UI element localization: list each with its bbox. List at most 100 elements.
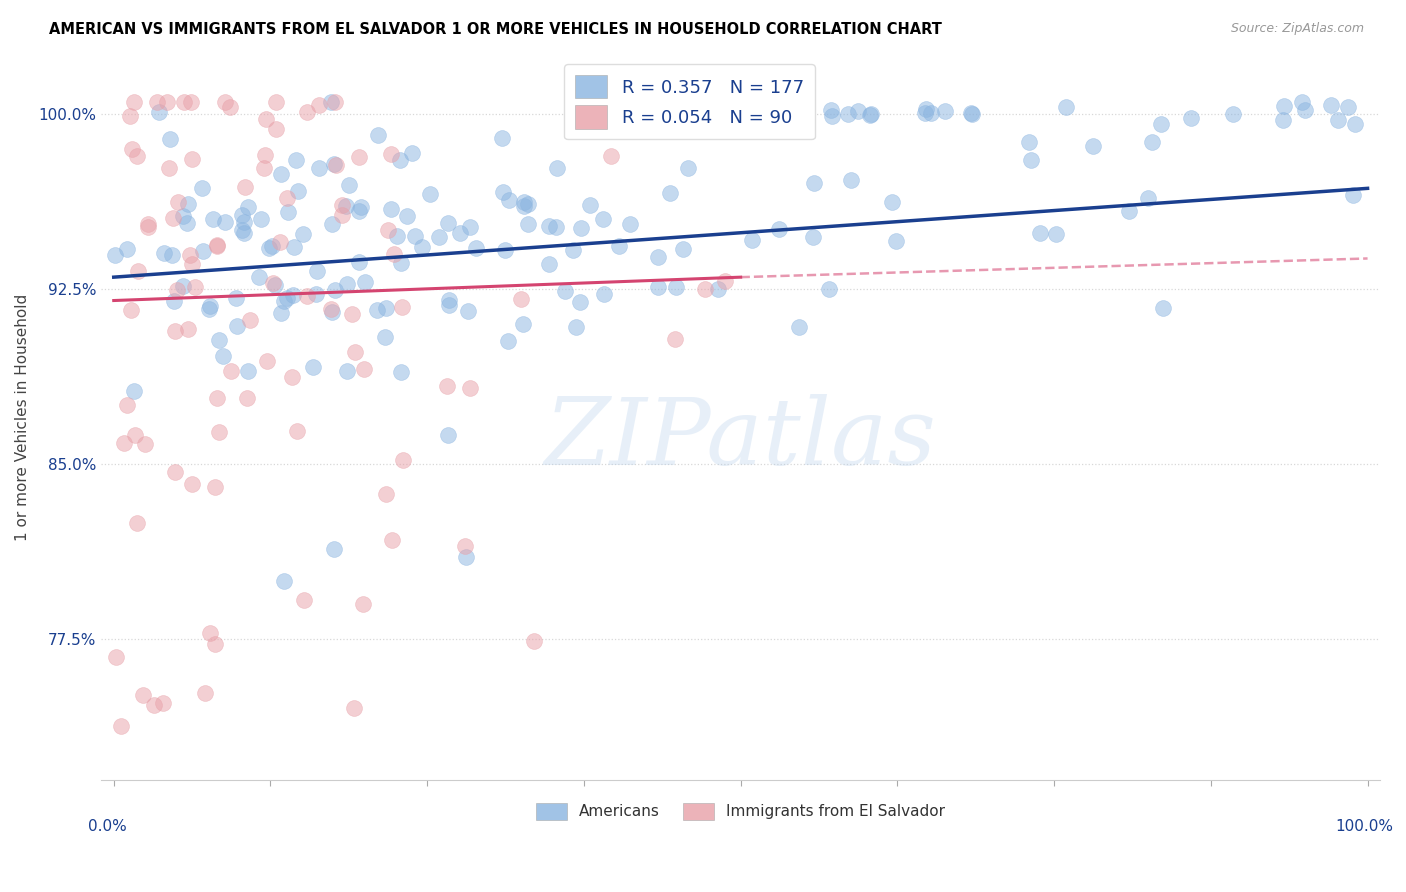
Point: [285, 153, 308, 168]
Point: [219, 364, 242, 378]
Point: [389, 153, 412, 168]
Point: [305, 286, 328, 301]
Point: [1343, 188, 1365, 202]
Point: [391, 300, 413, 314]
Point: [163, 293, 186, 308]
Point: [152, 696, 174, 710]
Point: [219, 99, 242, 113]
Point: [517, 217, 540, 231]
Point: [593, 287, 616, 301]
Point: [115, 242, 138, 256]
Point: [191, 181, 214, 195]
Point: [1222, 106, 1244, 120]
Point: [335, 199, 357, 213]
Point: [960, 106, 983, 120]
Point: [437, 293, 460, 307]
Point: [235, 392, 257, 406]
Point: [735, 100, 758, 114]
Point: [633, 110, 655, 124]
Point: [920, 106, 942, 120]
Point: [707, 282, 730, 296]
Point: [517, 197, 540, 211]
Point: [260, 239, 283, 253]
Point: [308, 161, 330, 176]
Point: [375, 487, 398, 501]
Point: [436, 427, 458, 442]
Point: [198, 299, 221, 313]
Point: [269, 235, 291, 249]
Point: [181, 257, 204, 271]
Point: [197, 301, 219, 316]
Point: [231, 223, 253, 237]
Point: [457, 304, 479, 318]
Point: [166, 194, 188, 209]
Point: [153, 246, 176, 260]
Point: [389, 366, 412, 380]
Point: [841, 172, 863, 186]
Point: [121, 142, 143, 156]
Point: [162, 211, 184, 225]
Point: [208, 333, 231, 347]
Point: [353, 361, 375, 376]
Point: [225, 319, 247, 334]
Point: [427, 230, 450, 244]
Point: [321, 95, 343, 109]
Point: [354, 275, 377, 289]
Point: [1291, 95, 1313, 110]
Point: [512, 317, 534, 331]
Point: [280, 370, 302, 384]
Point: [1019, 153, 1042, 167]
Point: [820, 110, 842, 124]
Point: [122, 384, 145, 398]
Point: [801, 229, 824, 244]
Point: [319, 301, 342, 316]
Point: [232, 226, 254, 240]
Point: [914, 102, 936, 116]
Point: [236, 200, 259, 214]
Point: [882, 194, 904, 209]
Point: [136, 219, 159, 234]
Point: [350, 200, 373, 214]
Point: [664, 332, 686, 346]
Point: [1054, 100, 1077, 114]
Point: [253, 161, 276, 175]
Point: [672, 242, 695, 256]
Point: [156, 95, 179, 109]
Point: [302, 359, 325, 374]
Point: [377, 222, 399, 236]
Point: [162, 248, 184, 262]
Point: [104, 649, 127, 664]
Point: [270, 306, 292, 320]
Point: [214, 215, 236, 229]
Point: [1083, 139, 1105, 153]
Point: [647, 279, 669, 293]
Y-axis label: 1 or more Vehicles in Household: 1 or more Vehicles in Household: [15, 293, 30, 541]
Point: [193, 685, 215, 699]
Point: [173, 95, 195, 109]
Point: [537, 219, 560, 234]
Point: [1018, 135, 1040, 149]
Point: [1140, 136, 1163, 150]
Point: [569, 221, 592, 235]
Point: [592, 212, 614, 227]
Point: [148, 104, 170, 119]
Point: [385, 229, 408, 244]
Point: [389, 256, 412, 270]
Point: [582, 116, 605, 130]
Point: [374, 330, 396, 344]
Point: [262, 276, 284, 290]
Point: [846, 103, 869, 118]
Point: [285, 424, 308, 438]
Point: [638, 95, 661, 109]
Text: AMERICAN VS IMMIGRANTS FROM EL SALVADOR 1 OR MORE VEHICLES IN HOUSEHOLD CORRELAT: AMERICAN VS IMMIGRANTS FROM EL SALVADOR …: [49, 22, 942, 37]
Point: [1271, 113, 1294, 128]
Point: [292, 593, 315, 607]
Point: [1136, 192, 1159, 206]
Point: [225, 291, 247, 305]
Point: [352, 598, 374, 612]
Point: [236, 363, 259, 377]
Point: [181, 476, 204, 491]
Point: [538, 257, 561, 271]
Point: [212, 349, 235, 363]
Point: [380, 147, 402, 161]
